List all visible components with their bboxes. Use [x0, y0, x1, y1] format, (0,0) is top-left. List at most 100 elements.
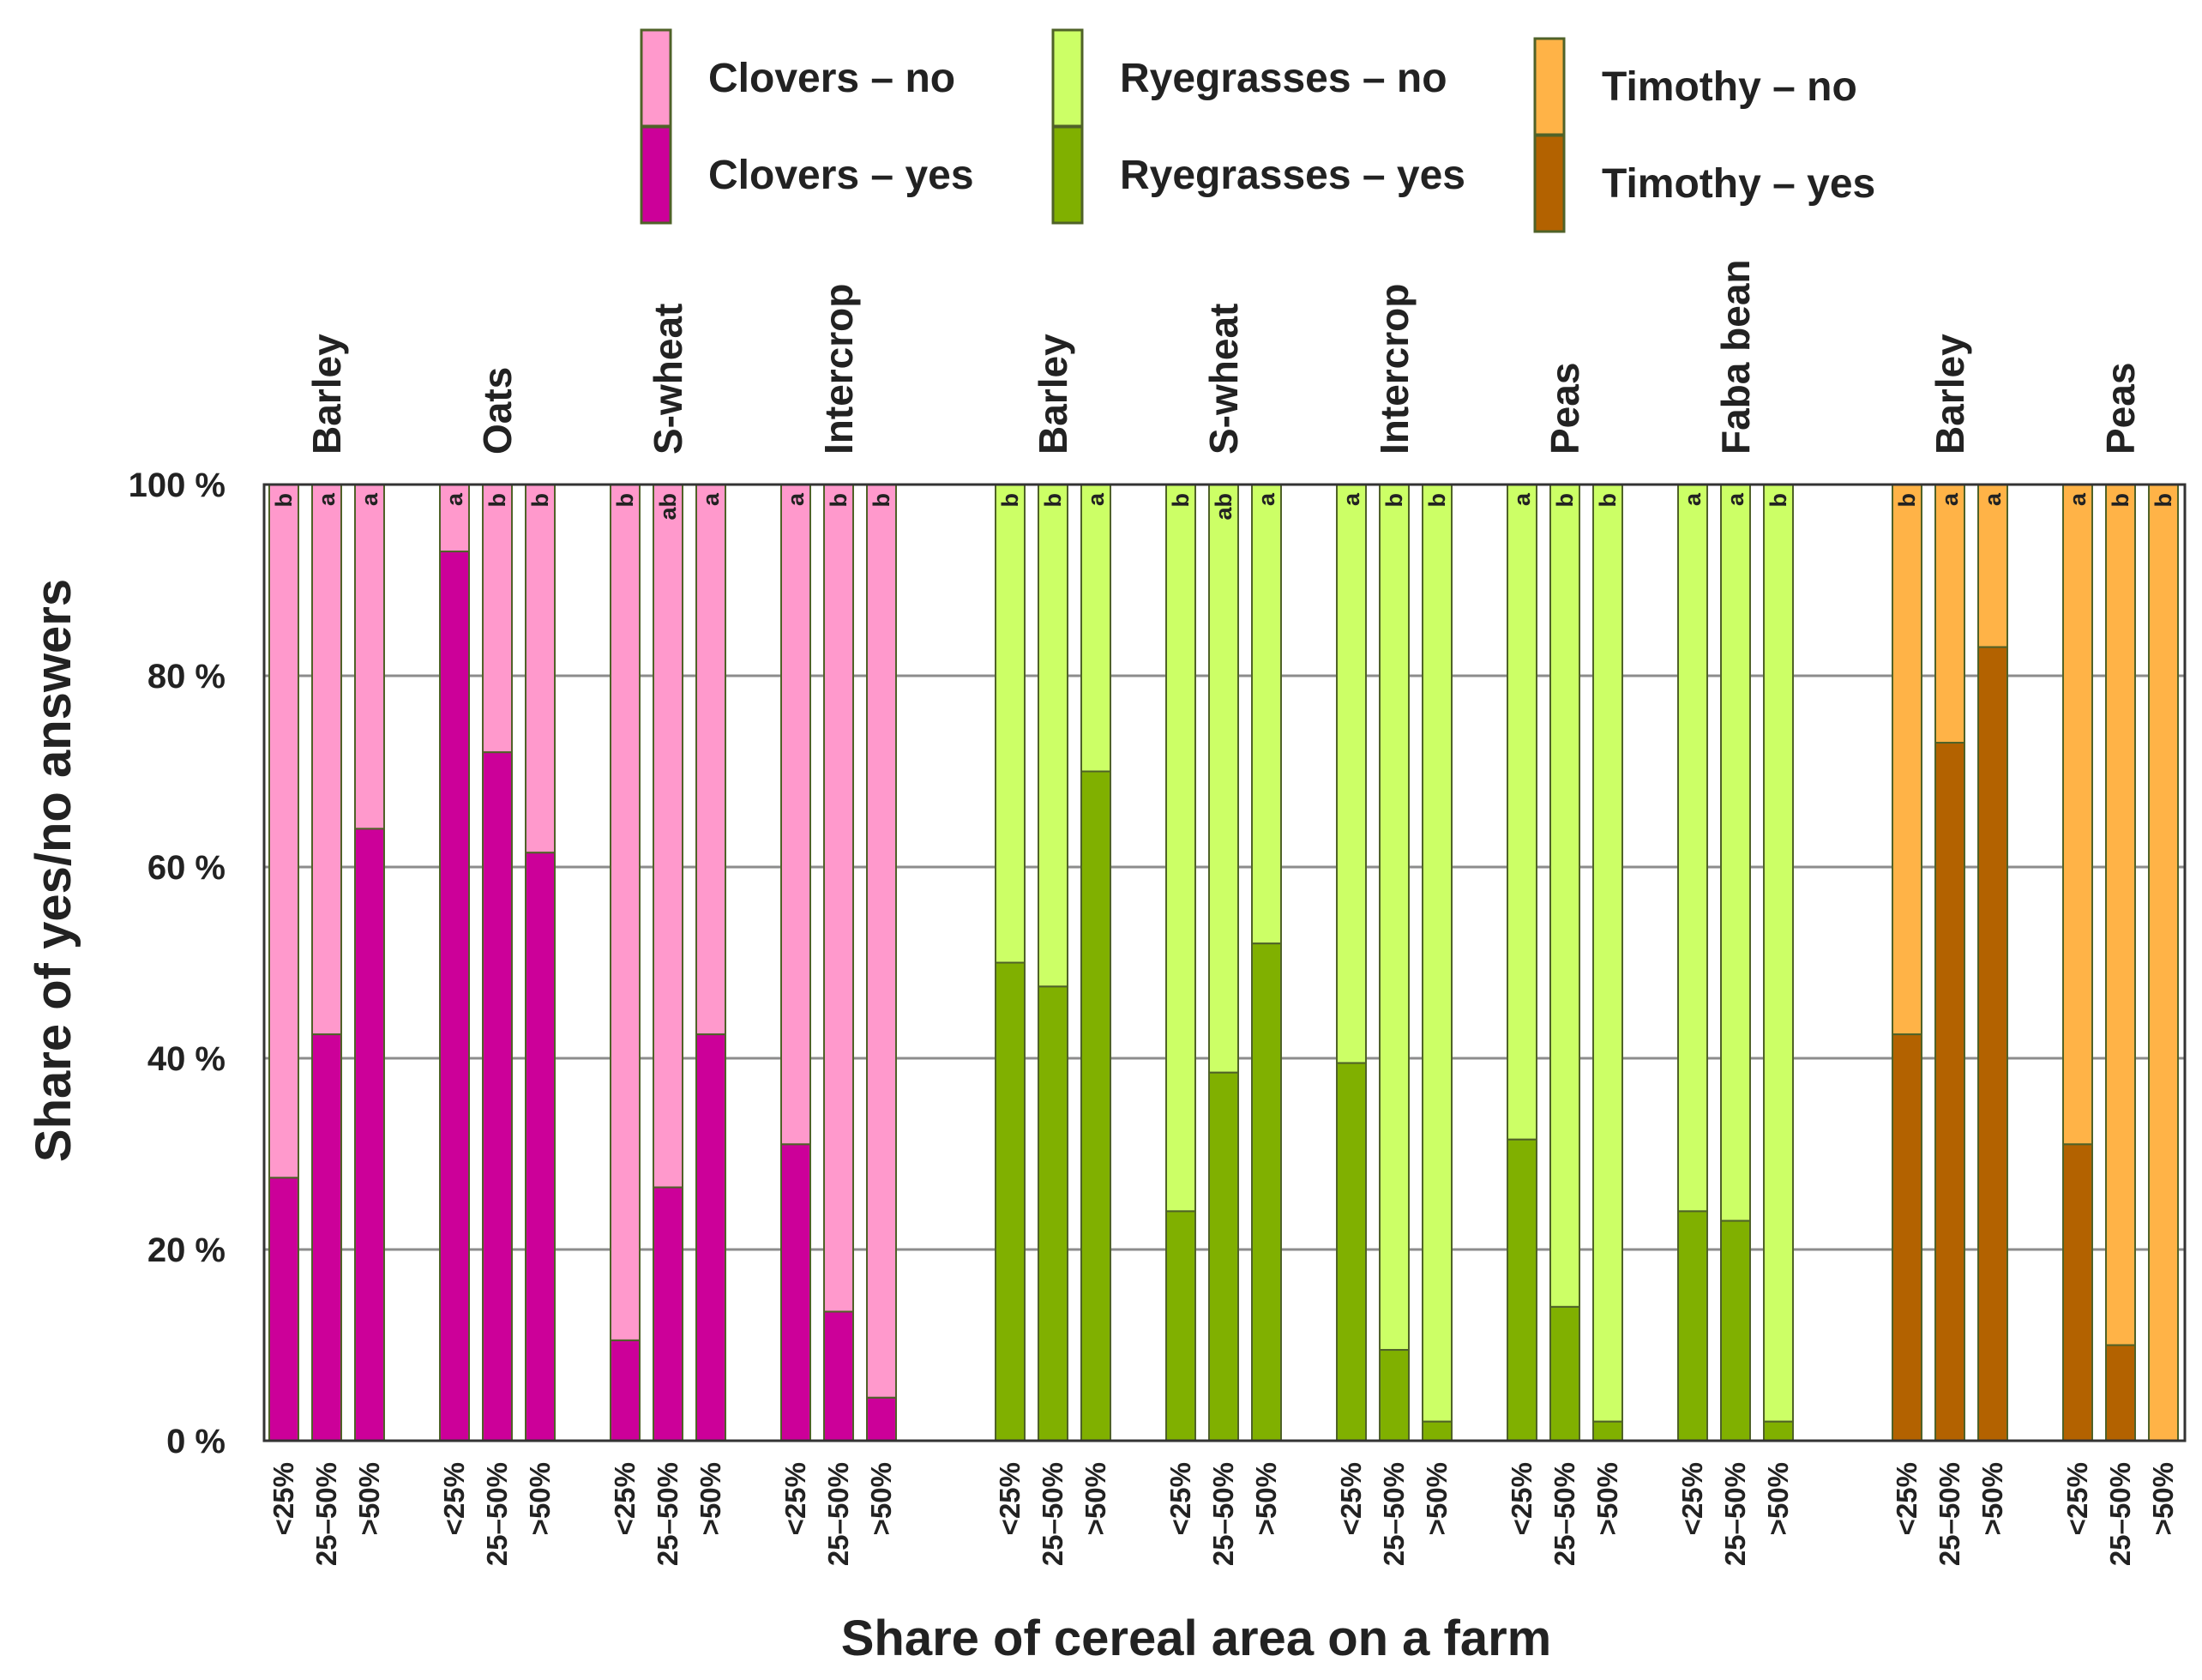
- x-axis-title: Share of cereal area on a farm: [841, 1611, 1552, 1666]
- bar-yes-clovers-s-wheat-2: [695, 1033, 726, 1442]
- group-label-clovers-oats: Oats: [475, 367, 520, 455]
- category-label: 25–50%: [1934, 1462, 1965, 1566]
- category-label: 25–50%: [822, 1462, 854, 1566]
- y-tick-label: 20 %: [147, 1231, 226, 1269]
- y-axis-title: Share of yes/no answers: [26, 579, 81, 1162]
- sig-letter: a: [1509, 492, 1535, 506]
- category-label: 25–50%: [310, 1462, 342, 1566]
- bar-yes-clovers-s-wheat-0: [610, 1339, 641, 1442]
- legend-label-clovers-yes: Clovers – yes: [708, 153, 974, 198]
- sig-letter: a: [783, 492, 809, 506]
- bar-no-clovers-barley-0: [268, 484, 299, 1179]
- category-label: 25–50%: [1719, 1462, 1751, 1566]
- legend-label-timothy-no: Timothy – no: [1602, 64, 1857, 110]
- legend-swatch-timothy-yes: [1533, 134, 1566, 233]
- bar-yes-ryegrasses-s-wheat-2: [1251, 942, 1282, 1442]
- category-label: <25%: [268, 1462, 299, 1535]
- legend-swatch-timothy-no: [1533, 37, 1566, 136]
- group-label-ryegrasses-peas: Peas: [1543, 363, 1587, 455]
- sig-letter: a: [698, 492, 724, 506]
- group-label-clovers-s-wheat: S-wheat: [646, 304, 690, 455]
- bar-no-clovers-barley-2: [354, 484, 385, 830]
- bar-no-timothy-barley-0: [1892, 484, 1922, 1036]
- category-label: >50%: [1421, 1462, 1453, 1535]
- bar-no-ryegrasses-faba-bean-1: [1720, 484, 1751, 1222]
- bar-yes-timothy-peas-1: [2105, 1344, 2136, 1442]
- bar-yes-timothy-peas-0: [2062, 1143, 2093, 1442]
- category-label: 25–50%: [1549, 1462, 1580, 1566]
- sig-letter: ab: [655, 493, 681, 521]
- sig-letter: ab: [1211, 493, 1236, 521]
- category-label: >50%: [1250, 1462, 1282, 1535]
- bar-no-clovers-intercrop-0: [780, 484, 811, 1146]
- category-label: 25–50%: [1037, 1462, 1068, 1566]
- bar-yes-ryegrasses-barley-1: [1038, 985, 1068, 1442]
- category-label: <25%: [1164, 1462, 1196, 1535]
- sig-letter: a: [1083, 492, 1109, 506]
- legend-swatch-ryegrasses-yes: [1051, 125, 1084, 225]
- category-label: <25%: [1506, 1462, 1537, 1535]
- bar-yes-ryegrasses-peas-1: [1549, 1305, 1580, 1442]
- bar-yes-timothy-barley-2: [1977, 646, 2008, 1442]
- group-label-ryegrasses-s-wheat: S-wheat: [1201, 304, 1246, 455]
- bar-no-clovers-intercrop-2: [866, 484, 897, 1399]
- bar-no-ryegrasses-intercrop-1: [1379, 484, 1410, 1352]
- bar-yes-clovers-oats-0: [439, 551, 470, 1442]
- bar-yes-clovers-intercrop-1: [823, 1310, 854, 1442]
- legend-label-ryegrasses-no: Ryegrasses – no: [1120, 56, 1447, 101]
- sig-letter: b: [1040, 493, 1066, 508]
- bar-no-ryegrasses-peas-0: [1507, 484, 1537, 1141]
- category-label: <25%: [438, 1462, 470, 1535]
- bars: [268, 484, 2179, 1442]
- bar-no-clovers-oats-1: [482, 484, 513, 754]
- category-label: 25–50%: [652, 1462, 683, 1566]
- sig-letter: a: [1937, 492, 1963, 506]
- category-label: >50%: [353, 1462, 385, 1535]
- sig-letter: b: [1424, 493, 1450, 508]
- sig-letter: a: [314, 492, 340, 506]
- sig-letter: a: [2065, 492, 2091, 506]
- group-label-timothy-barley: Barley: [1928, 334, 1972, 455]
- bar-no-timothy-barley-1: [1934, 484, 1965, 744]
- category-label: <25%: [2061, 1462, 2093, 1535]
- category-label: >50%: [1591, 1462, 1623, 1535]
- sig-letter: b: [1381, 493, 1407, 508]
- group-label-ryegrasses-faba-bean: Faba bean: [1713, 259, 1758, 455]
- bar-yes-clovers-s-wheat-1: [653, 1186, 683, 1442]
- sig-letter: a: [1980, 492, 2006, 506]
- bar-no-ryegrasses-intercrop-0: [1336, 484, 1367, 1064]
- sig-letter: b: [1766, 493, 1791, 508]
- bar-no-clovers-barley-1: [311, 484, 342, 1036]
- bar-no-clovers-oats-2: [525, 484, 556, 854]
- bar-no-clovers-s-wheat-1: [653, 484, 683, 1189]
- sig-letter: a: [357, 492, 382, 506]
- bar-no-timothy-peas-2: [2148, 484, 2179, 1442]
- group-label-ryegrasses-barley: Barley: [1031, 334, 1075, 455]
- bar-no-ryegrasses-intercrop-2: [1422, 484, 1453, 1423]
- bar-yes-ryegrasses-s-wheat-1: [1208, 1071, 1239, 1442]
- bar-yes-ryegrasses-barley-2: [1080, 770, 1111, 1442]
- sig-letter: b: [2151, 493, 2176, 508]
- sig-letter: b: [271, 493, 297, 508]
- y-tick-label: 0 %: [166, 1423, 226, 1460]
- sig-letter: a: [1339, 492, 1364, 506]
- bar-yes-clovers-barley-0: [268, 1177, 299, 1442]
- sig-letter: a: [1723, 492, 1748, 506]
- legend-swatch-clovers-no: [640, 28, 672, 128]
- legend-label-timothy-yes: Timothy – yes: [1602, 161, 1875, 207]
- y-tick-label: 100 %: [129, 467, 226, 504]
- category-label: 25–50%: [1207, 1462, 1239, 1566]
- bar-yes-ryegrasses-peas-0: [1507, 1138, 1537, 1442]
- bar-no-ryegrasses-barley-0: [995, 484, 1026, 964]
- sig-letter: b: [869, 493, 894, 508]
- y-tick-label: 60 %: [147, 849, 226, 887]
- sig-letter: b: [997, 493, 1023, 508]
- group-label-timothy-peas: Peas: [2098, 363, 2143, 455]
- category-label: <25%: [994, 1462, 1026, 1535]
- category-label: 25–50%: [1378, 1462, 1410, 1566]
- bar-yes-timothy-barley-0: [1892, 1033, 1922, 1442]
- category-label: <25%: [609, 1462, 641, 1535]
- bar-no-ryegrasses-s-wheat-1: [1208, 484, 1239, 1074]
- category-label: >50%: [1080, 1462, 1111, 1535]
- bar-yes-clovers-oats-1: [482, 751, 513, 1442]
